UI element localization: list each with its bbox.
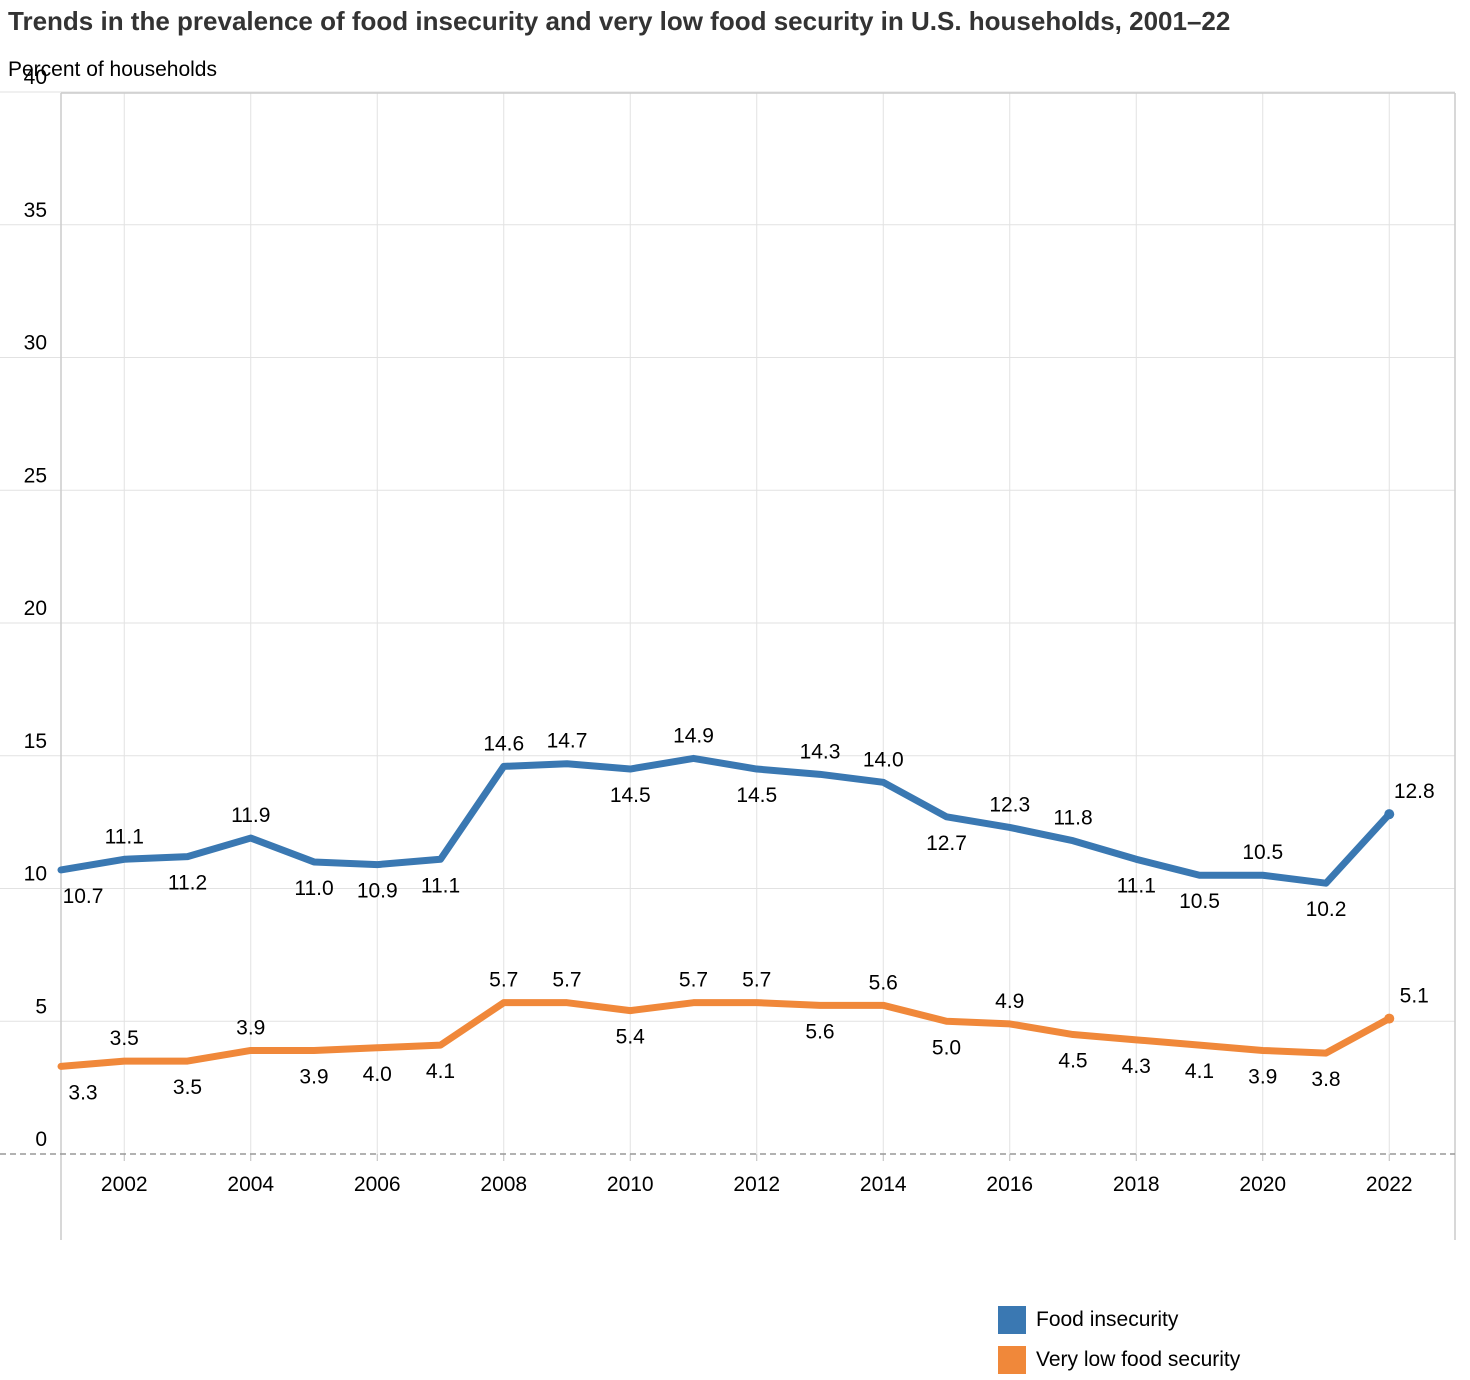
data-label: 11.0 [294,877,333,900]
x-tick-label: 2020 [1239,1173,1286,1196]
data-label: 4.5 [1058,1050,1087,1073]
data-label: 5.7 [742,969,771,992]
data-label: 14.5 [610,784,651,807]
data-label: 10.5 [1242,841,1283,864]
data-label: 4.1 [426,1060,455,1083]
data-label: 10.9 [357,880,398,903]
data-label: 14.7 [547,730,588,753]
x-axis-ticks: 2002 2004 2006 2008 2010 2012 2014 2016 2018 2020… [101,1173,1413,1196]
data-label: 4.3 [1122,1055,1151,1078]
data-label: 3.5 [173,1076,202,1099]
data-label: 11.1 [1117,874,1156,897]
legend-item-very-low-food-security[interactable]: Very low food security [998,1340,1240,1380]
y-tick-label: 10 [24,863,47,886]
data-label: 5.0 [932,1036,961,1059]
y-axis-label: Percent of households [8,58,217,81]
series-lines [57,754,1395,1070]
data-label: 14.0 [863,748,904,771]
y-tick-label: 40 [24,66,47,89]
data-label: 3.3 [68,1081,97,1104]
gridlines [0,91,1455,1161]
data-label: 11.2 [168,872,207,895]
plot-frame [0,92,1456,1240]
data-label: 4.0 [363,1063,392,1086]
y-tick-label: 5 [35,995,47,1018]
endpoint-marker-food-insecurity [1384,809,1395,820]
data-label: 5.6 [805,1020,834,1043]
data-label: 5.1 [1400,985,1429,1008]
legend: Food insecurity Very low food security [998,1300,1240,1380]
x-tick-label: 2002 [101,1173,148,1196]
data-label: 14.3 [800,740,841,763]
y-tick-label: 30 [24,332,47,355]
data-labels: 10.7 11.1 11.2 11.9 11.0 10.9 11.1 14.6 14.7 14.5… [63,724,1435,1104]
data-label: 3.9 [236,1016,265,1039]
legend-swatch-very-low-food-security [998,1346,1026,1374]
data-label: 12.3 [989,793,1030,816]
y-tick-label: 15 [24,730,47,753]
data-label: 3.8 [1311,1068,1340,1091]
data-label: 11.9 [231,804,270,827]
legend-label-food-insecurity: Food insecurity [1036,1308,1179,1331]
data-label: 14.9 [673,724,714,747]
x-tick-label: 2006 [354,1173,401,1196]
series-line-food-insecurity [57,754,1393,887]
y-tick-label: 0 [35,1128,47,1151]
x-tick-label: 2010 [607,1173,654,1196]
data-label: 5.7 [552,969,581,992]
data-label: 12.7 [926,832,967,855]
x-tick-label: 2008 [480,1173,527,1196]
series-line-very-low-food-security [57,999,1393,1070]
data-label: 14.5 [736,784,777,807]
data-label: 4.1 [1185,1060,1214,1083]
x-tick-label: 2014 [860,1173,907,1196]
data-label: 11.8 [1053,807,1092,830]
y-axis-ticks: 0 5 10 15 20 25 30 35 40 [24,66,47,1151]
endpoint-marker-very-low-food-security [1384,1013,1395,1024]
data-label: 14.6 [483,732,524,755]
data-label: 10.5 [1179,890,1220,913]
x-tick-label: 2022 [1366,1173,1413,1196]
data-label: 3.9 [299,1065,328,1088]
y-tick-label: 35 [24,199,47,222]
data-label: 5.7 [679,969,708,992]
legend-item-food-insecurity[interactable]: Food insecurity [998,1300,1240,1340]
data-label: 10.2 [1306,898,1347,921]
data-label: 10.7 [63,885,104,908]
x-tick-label: 2004 [227,1173,274,1196]
y-tick-label: 20 [24,597,47,620]
x-tick-label: 2012 [733,1173,780,1196]
data-label: 11.1 [105,825,144,848]
x-tick-label: 2018 [1113,1173,1160,1196]
chart-title: Trends in the prevalence of food insecur… [8,6,1231,36]
data-label: 3.5 [110,1027,139,1050]
data-label: 11.1 [421,874,460,897]
data-label: 5.7 [489,969,518,992]
data-label: 5.4 [616,1026,646,1049]
data-label: 3.9 [1248,1065,1277,1088]
legend-label-very-low-food-security: Very low food security [1036,1348,1241,1371]
legend-swatch-food-insecurity [998,1306,1026,1334]
data-label: 12.8 [1394,780,1435,803]
y-tick-label: 25 [24,464,47,487]
data-label: 4.9 [995,990,1024,1013]
data-label: 5.6 [869,971,898,994]
x-tick-label: 2016 [986,1173,1033,1196]
